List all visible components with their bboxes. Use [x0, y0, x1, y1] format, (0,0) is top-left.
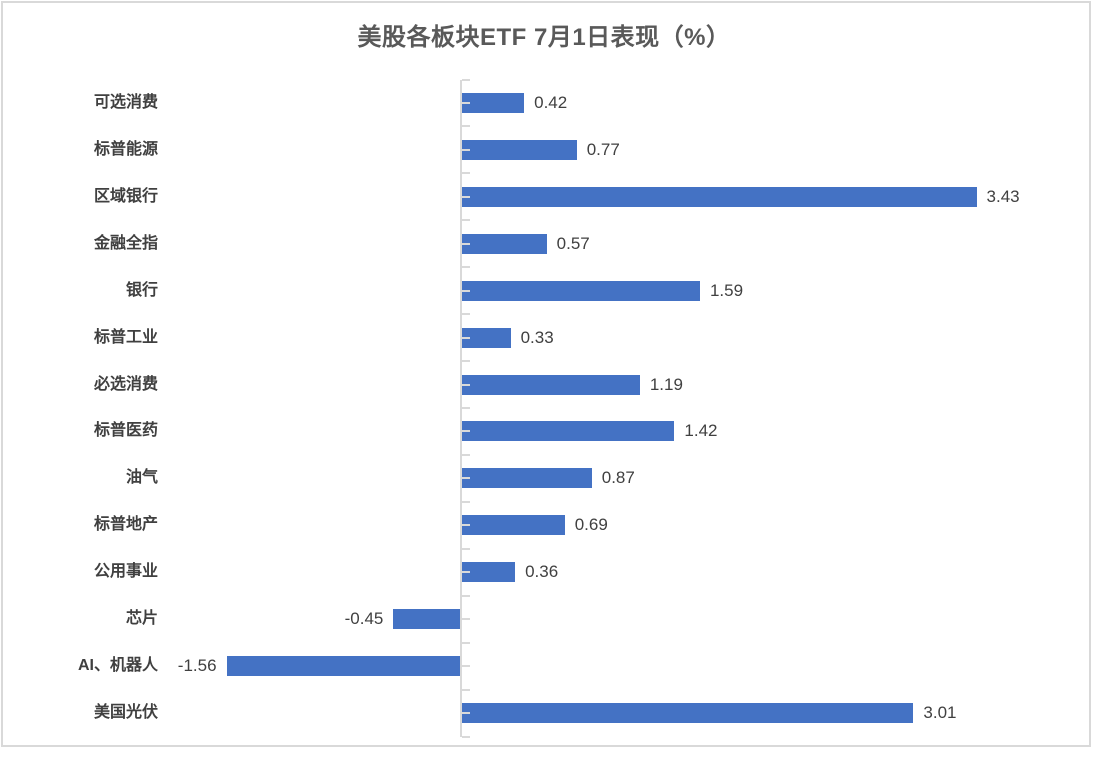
axis-tick [461, 453, 470, 456]
axis-tick [461, 500, 470, 503]
value-label-3: 3.43 [986, 186, 1020, 206]
category-label-1: 可选消费 [93, 93, 158, 111]
bar-10 [461, 515, 565, 536]
bar-5 [461, 280, 700, 301]
bar-14 [461, 703, 914, 724]
value-label-12: -0.45 [344, 609, 384, 629]
value-label-7: 1.19 [649, 374, 683, 394]
axis-tick [461, 641, 470, 644]
category-label-2: 标普能源 [93, 140, 158, 158]
axis-tick [461, 477, 470, 480]
category-label-12: 芯片 [125, 610, 158, 628]
category-label-13: AI、机器人 [77, 657, 158, 675]
axis-tick [461, 242, 470, 245]
axis-tick [461, 125, 470, 128]
value-label-10: 0.69 [574, 515, 608, 535]
category-label-14: 美国光伏 [93, 704, 158, 722]
axis-tick [461, 148, 470, 151]
axis-tick [461, 313, 470, 316]
axis-tick [461, 712, 470, 715]
axis-tick [461, 360, 470, 363]
bar-7 [461, 374, 640, 395]
axis-tick [461, 524, 470, 527]
axis-tick [461, 195, 470, 198]
axis-tick [461, 618, 470, 621]
axis-tick [461, 383, 470, 386]
bar-13 [226, 656, 461, 677]
axis-tick [461, 101, 470, 104]
bar-9 [461, 468, 592, 489]
axis-tick [461, 266, 470, 269]
bar-8 [461, 421, 675, 442]
bar-4 [461, 233, 547, 254]
bar-1 [461, 92, 525, 113]
axis-tick [461, 594, 470, 597]
bar-12 [393, 609, 461, 630]
category-label-3: 区域银行 [93, 187, 158, 205]
bar-6 [461, 327, 511, 348]
axis-tick [461, 688, 470, 691]
category-label-7: 必选消费 [93, 375, 158, 393]
value-label-6: 0.33 [520, 327, 554, 347]
category-label-8: 标普医药 [93, 422, 158, 440]
value-label-14: 3.01 [923, 703, 957, 723]
category-axis-line [459, 79, 462, 737]
axis-tick [461, 430, 470, 433]
value-label-1: 0.42 [534, 92, 568, 112]
category-label-11: 公用事业 [93, 563, 158, 581]
value-label-2: 0.77 [586, 139, 620, 159]
bar-3 [461, 186, 977, 207]
chart-title: 美股各板块ETF 7月1日表现（%） [357, 24, 731, 51]
value-label-11: 0.36 [525, 562, 559, 582]
axis-tick [461, 172, 470, 175]
axis-tick [461, 289, 470, 292]
bar-2 [461, 139, 577, 160]
value-label-5: 1.59 [709, 280, 744, 300]
axis-tick [461, 571, 470, 574]
axis-tick [461, 547, 470, 550]
category-label-10: 标普地产 [93, 516, 158, 534]
axis-tick [461, 665, 470, 668]
value-label-13: -1.56 [177, 656, 217, 676]
value-label-4: 0.57 [556, 233, 590, 253]
bar-11 [461, 562, 516, 583]
chart-frame [1, 1, 1091, 747]
category-label-4: 金融全指 [93, 234, 158, 252]
category-label-6: 标普工业 [93, 328, 158, 346]
value-label-9: 0.87 [601, 468, 635, 488]
category-label-5: 银行 [125, 281, 158, 299]
axis-tick [461, 78, 470, 81]
axis-tick [461, 407, 470, 409]
axis-tick [461, 336, 470, 339]
category-label-9: 油气 [125, 469, 158, 487]
value-label-8: 1.42 [684, 421, 718, 441]
axis-tick [461, 735, 470, 738]
axis-tick [461, 219, 470, 222]
